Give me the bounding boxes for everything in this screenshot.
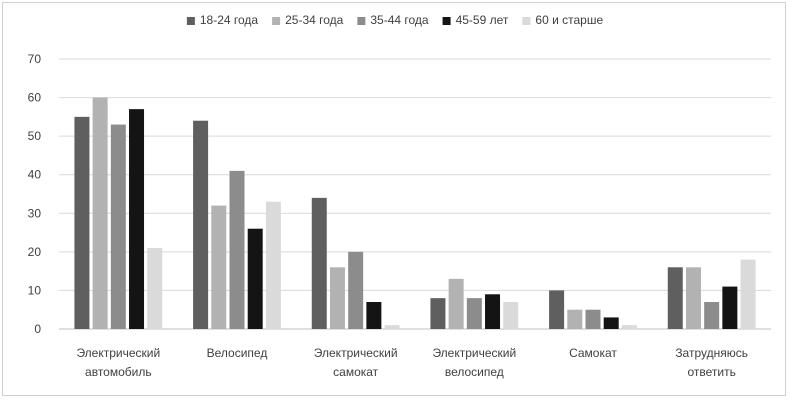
bar [603, 317, 619, 329]
legend-swatch [272, 17, 281, 25]
bar [722, 286, 738, 329]
bar [311, 197, 327, 329]
gridlines [59, 58, 771, 330]
x-tick-label: Самокат [569, 346, 617, 360]
bar [740, 259, 756, 329]
bar [366, 302, 382, 329]
y-tick-label: 10 [28, 283, 42, 297]
bars [74, 97, 756, 330]
y-tick-label: 20 [28, 245, 42, 259]
bar [92, 97, 108, 329]
bar [667, 267, 683, 329]
legend-label: 45-59 лет [456, 13, 509, 27]
bar [384, 325, 400, 329]
legend-swatch [357, 17, 366, 25]
bar [247, 228, 263, 329]
bar [621, 325, 637, 329]
bar [329, 267, 345, 329]
y-axis: 0 10 20 30 40 50 60 70 [28, 52, 42, 336]
bar [211, 205, 227, 329]
bar [74, 116, 90, 329]
bar [549, 290, 565, 329]
legend-label: 60 и старше [535, 13, 603, 27]
bar [265, 201, 281, 329]
y-tick-label: 70 [28, 52, 42, 66]
x-tick-label: Затрудняюсь [675, 346, 748, 360]
x-axis: Электрический автомобиль Велосипед Электрич… [76, 346, 748, 379]
bar [229, 170, 245, 329]
x-tick-label: Электрический [314, 346, 398, 360]
legend-label: 18-24 года [200, 13, 259, 27]
x-tick-label: самокат [333, 365, 379, 379]
bar [485, 294, 501, 329]
x-tick-label: ответить [687, 365, 735, 379]
bar [430, 298, 446, 329]
legend-label: 25-34 года [285, 13, 344, 27]
y-tick-label: 50 [28, 129, 42, 143]
legend-swatch [442, 17, 451, 25]
legend-swatch [186, 17, 195, 25]
bar [685, 267, 701, 329]
chart-frame: 18-24 года 25-34 года 35-44 года 45-59 лет 6… [2, 2, 786, 396]
x-tick-label: Электрический [432, 346, 516, 360]
y-tick-label: 0 [34, 322, 41, 336]
bar-chart: 18-24 года 25-34 года 35-44 года 45-59 лет 6… [28, 13, 771, 379]
legend-swatch [522, 17, 531, 25]
y-tick-label: 60 [28, 91, 42, 105]
y-tick-label: 40 [28, 168, 42, 182]
bar [448, 278, 464, 329]
y-tick-label: 30 [28, 206, 42, 220]
bar [704, 302, 720, 329]
bar [193, 120, 209, 329]
x-tick-label: автомобиль [85, 365, 152, 379]
bar [348, 251, 364, 329]
bar [110, 124, 126, 329]
bar [466, 298, 482, 329]
bar [567, 309, 583, 329]
bar [129, 109, 145, 330]
bar [585, 309, 601, 329]
bar [147, 248, 163, 329]
x-tick-label: велосипед [445, 365, 504, 379]
legend: 18-24 года 25-34 года 35-44 года 45-59 лет 6… [186, 13, 603, 27]
x-tick-label: Электрический [76, 346, 160, 360]
legend-label: 35-44 года [370, 13, 429, 27]
bar [503, 302, 519, 329]
x-tick-label: Велосипед [207, 346, 268, 360]
